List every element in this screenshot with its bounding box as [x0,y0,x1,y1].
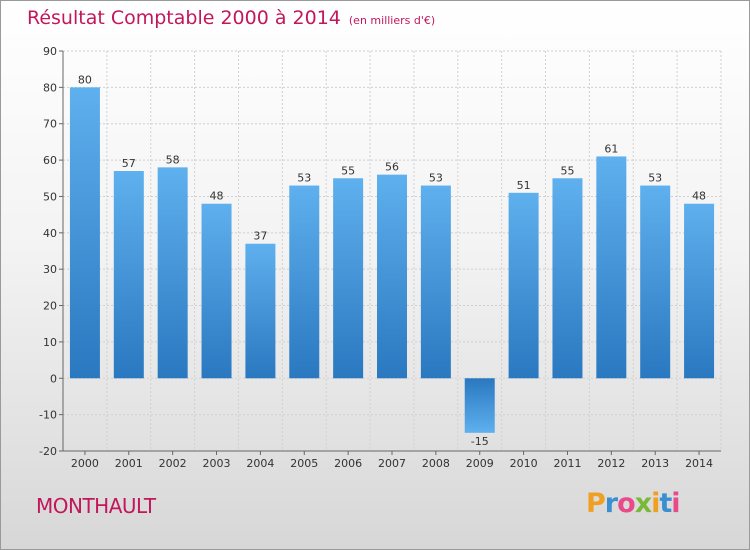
y-tick-label: 40 [43,227,57,240]
data-label: 51 [517,179,531,192]
logo-letter: x [634,488,652,519]
data-label: 56 [385,161,399,174]
y-tick-label: 70 [43,118,57,131]
x-tick-label: 2004 [246,457,274,470]
bar [464,378,495,433]
bar [640,185,671,379]
bar [289,185,320,379]
x-tick-label: 2011 [553,457,581,470]
bar [245,243,276,379]
y-tick-label: 80 [43,81,57,94]
x-tick-label: 2003 [203,457,231,470]
x-tick-label: 2005 [290,457,318,470]
y-tick-label: 0 [50,372,57,385]
x-tick-label: 2013 [641,457,669,470]
data-label: -15 [471,435,489,448]
title-text: Résultat Comptable 2000 à 2014 [27,7,341,29]
axes [59,50,721,455]
bar [113,171,144,379]
y-tick-label: 10 [43,336,57,349]
x-tick-label: 2000 [71,457,99,470]
bar [333,178,364,379]
data-label: 37 [253,230,267,243]
bar [684,203,715,379]
x-tick-label: 2009 [466,457,494,470]
logo-letter: P [586,488,606,519]
bars [69,87,715,433]
y-tick-label: 90 [43,45,57,58]
data-label: 48 [210,190,224,203]
x-tick-label: 2006 [334,457,362,470]
data-label: 53 [429,172,443,185]
chart-title: Résultat Comptable 2000 à 2014 (en millie… [27,7,435,29]
x-tick-label: 2010 [510,457,538,470]
logo-letter: o [617,488,636,519]
y-tick-label: 50 [43,190,57,203]
bar [157,167,188,379]
proxiti-logo: Proxiti [586,488,681,519]
bar [420,185,451,379]
x-tick-label: 2008 [422,457,450,470]
bar [201,203,232,379]
unit-note: (en milliers d'€) [348,14,436,27]
y-tick-label: 60 [43,154,57,167]
data-label: 80 [78,73,92,86]
bar [69,87,100,379]
data-label: 48 [692,190,706,203]
bar [596,156,627,379]
data-label: 53 [297,172,311,185]
x-tick-label: 2012 [597,457,625,470]
x-tick-label: 2002 [159,457,187,470]
bar [377,174,407,379]
data-label: 53 [648,172,662,185]
bar [508,192,539,379]
x-tick-label: 2007 [378,457,406,470]
data-label: 58 [166,153,180,166]
y-tick-label: 20 [43,300,57,313]
x-tick-label: 2001 [115,457,143,470]
logo-letter: i [651,488,660,519]
commune-name: MONTHAULT [36,494,156,518]
data-label: 61 [604,142,618,155]
data-label: 57 [122,157,136,170]
logo-letter: r [604,488,618,519]
y-tick-label: -10 [39,409,57,422]
logo-letter: i [671,488,680,519]
y-tick-label: -20 [39,445,57,458]
bar [552,178,583,379]
y-tick-label: 30 [43,263,57,276]
data-label: 55 [560,164,574,177]
labels: -20 -10 0 10 20 30 40 50 60 70 80 90 2000 80 2001 57 200… [39,45,713,470]
data-label: 55 [341,164,355,177]
logo-letter: t [659,488,672,519]
x-tick-label: 2014 [685,457,713,470]
